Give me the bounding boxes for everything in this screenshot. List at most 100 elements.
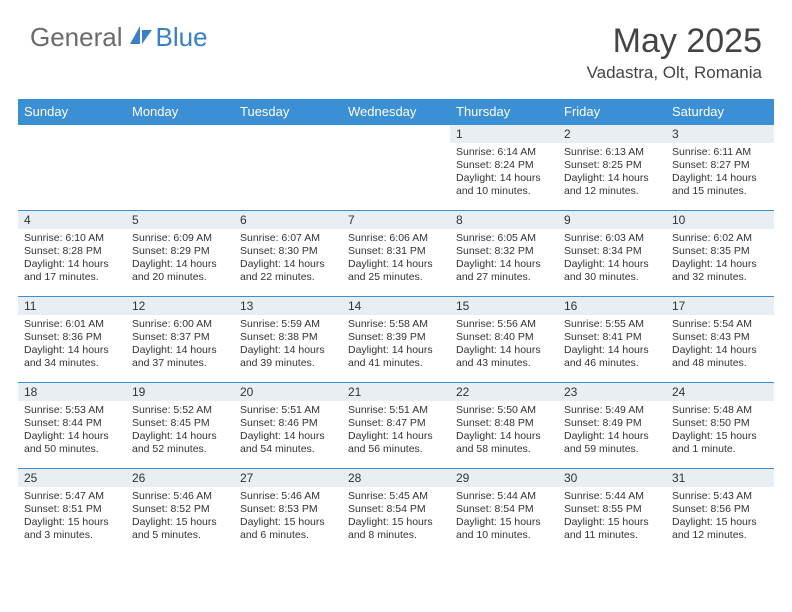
day-number: 27 [234, 469, 342, 487]
day-info: Sunrise: 5:44 AMSunset: 8:55 PMDaylight:… [558, 487, 666, 547]
day-number: 12 [126, 297, 234, 315]
daylight-line: Daylight: 14 hours and 43 minutes. [456, 344, 552, 370]
day-info: Sunrise: 5:49 AMSunset: 8:49 PMDaylight:… [558, 401, 666, 461]
calendar-cell: 29Sunrise: 5:44 AMSunset: 8:54 PMDayligh… [450, 469, 558, 555]
day-number: 20 [234, 383, 342, 401]
weekday-header: Sunday [18, 99, 126, 125]
daylight-line: Daylight: 15 hours and 5 minutes. [132, 516, 228, 542]
day-info: Sunrise: 5:48 AMSunset: 8:50 PMDaylight:… [666, 401, 774, 461]
daylight-line: Daylight: 14 hours and 56 minutes. [348, 430, 444, 456]
daylight-line: Daylight: 14 hours and 50 minutes. [24, 430, 120, 456]
sunset-line: Sunset: 8:39 PM [348, 331, 444, 344]
sunrise-line: Sunrise: 6:11 AM [672, 146, 768, 159]
day-number: 14 [342, 297, 450, 315]
calendar-cell-empty [234, 125, 342, 211]
day-info: Sunrise: 5:47 AMSunset: 8:51 PMDaylight:… [18, 487, 126, 547]
day-number: 17 [666, 297, 774, 315]
page-header: General Blue May 2025 Vadastra, Olt, Rom… [0, 0, 792, 91]
calendar-cell: 17Sunrise: 5:54 AMSunset: 8:43 PMDayligh… [666, 297, 774, 383]
sunrise-line: Sunrise: 5:54 AM [672, 318, 768, 331]
sunrise-line: Sunrise: 5:51 AM [348, 404, 444, 417]
day-number: 25 [18, 469, 126, 487]
sunrise-line: Sunrise: 5:56 AM [456, 318, 552, 331]
weekday-header-row: SundayMondayTuesdayWednesdayThursdayFrid… [18, 99, 774, 125]
weekday-header: Thursday [450, 99, 558, 125]
day-info: Sunrise: 5:43 AMSunset: 8:56 PMDaylight:… [666, 487, 774, 547]
daylight-line: Daylight: 15 hours and 8 minutes. [348, 516, 444, 542]
daylight-line: Daylight: 14 hours and 20 minutes. [132, 258, 228, 284]
calendar-row: 1Sunrise: 6:14 AMSunset: 8:24 PMDaylight… [18, 125, 774, 211]
sunset-line: Sunset: 8:49 PM [564, 417, 660, 430]
sunrise-line: Sunrise: 5:53 AM [24, 404, 120, 417]
calendar-cell-empty [342, 125, 450, 211]
logo: General Blue [30, 22, 208, 53]
day-info: Sunrise: 6:05 AMSunset: 8:32 PMDaylight:… [450, 229, 558, 289]
day-info: Sunrise: 5:46 AMSunset: 8:53 PMDaylight:… [234, 487, 342, 547]
daylight-line: Daylight: 14 hours and 30 minutes. [564, 258, 660, 284]
calendar-cell: 18Sunrise: 5:53 AMSunset: 8:44 PMDayligh… [18, 383, 126, 469]
sunset-line: Sunset: 8:54 PM [348, 503, 444, 516]
calendar-cell: 12 Sunrise: 6:00 AMSunset: 8:37 PMDayligh… [126, 297, 234, 383]
sunset-line: Sunset: 8:38 PM [240, 331, 336, 344]
sunset-line: Sunset: 8:28 PM [24, 245, 120, 258]
day-info: Sunrise: 6:03 AMSunset: 8:34 PMDaylight:… [558, 229, 666, 289]
day-number: 28 [342, 469, 450, 487]
daylight-line: Daylight: 14 hours and 37 minutes. [132, 344, 228, 370]
daylight-line: Daylight: 14 hours and 17 minutes. [24, 258, 120, 284]
sunrise-line: Sunrise: 6:07 AM [240, 232, 336, 245]
sunset-line: Sunset: 8:41 PM [564, 331, 660, 344]
day-info: Sunrise: 5:59 AMSunset: 8:38 PMDaylight:… [234, 315, 342, 375]
calendar-row: 11Sunrise: 6:01 AMSunset: 8:36 PMDayligh… [18, 297, 774, 383]
daylight-line: Daylight: 14 hours and 25 minutes. [348, 258, 444, 284]
day-number: 4 [18, 211, 126, 229]
calendar-cell: 1Sunrise: 6:14 AMSunset: 8:24 PMDaylight… [450, 125, 558, 211]
weekday-header: Friday [558, 99, 666, 125]
month-title: May 2025 [587, 22, 762, 61]
day-number: 8 [450, 211, 558, 229]
calendar-cell: 6Sunrise: 6:07 AMSunset: 8:30 PMDaylight… [234, 211, 342, 297]
sunset-line: Sunset: 8:50 PM [672, 417, 768, 430]
day-info: Sunrise: 6:14 AMSunset: 8:24 PMDaylight:… [450, 143, 558, 203]
calendar-cell: 15Sunrise: 5:56 AMSunset: 8:40 PMDayligh… [450, 297, 558, 383]
day-number: 5 [126, 211, 234, 229]
day-info: Sunrise: 6:07 AMSunset: 8:30 PMDaylight:… [234, 229, 342, 289]
sunset-line: Sunset: 8:56 PM [672, 503, 768, 516]
calendar-cell: 16Sunrise: 5:55 AMSunset: 8:41 PMDayligh… [558, 297, 666, 383]
calendar-cell: 11Sunrise: 6:01 AMSunset: 8:36 PMDayligh… [18, 297, 126, 383]
sunset-line: Sunset: 8:35 PM [672, 245, 768, 258]
sunset-line: Sunset: 8:37 PM [132, 331, 228, 344]
sunrise-line: Sunrise: 6:00 AM [132, 318, 228, 331]
sunrise-line: Sunrise: 5:46 AM [240, 490, 336, 503]
calendar-cell: 14Sunrise: 5:58 AMSunset: 8:39 PMDayligh… [342, 297, 450, 383]
sunrise-line: Sunrise: 5:58 AM [348, 318, 444, 331]
day-info: Sunrise: 5:54 AMSunset: 8:43 PMDaylight:… [666, 315, 774, 375]
daylight-line: Daylight: 14 hours and 12 minutes. [564, 172, 660, 198]
daylight-line: Daylight: 15 hours and 11 minutes. [564, 516, 660, 542]
day-number: 19 [126, 383, 234, 401]
daylight-line: Daylight: 14 hours and 59 minutes. [564, 430, 660, 456]
sunset-line: Sunset: 8:25 PM [564, 159, 660, 172]
day-info: Sunrise: 6:09 AMSunset: 8:29 PMDaylight:… [126, 229, 234, 289]
sunset-line: Sunset: 8:36 PM [24, 331, 120, 344]
calendar-cell: 4Sunrise: 6:10 AMSunset: 8:28 PMDaylight… [18, 211, 126, 297]
sunrise-line: Sunrise: 5:48 AM [672, 404, 768, 417]
sunset-line: Sunset: 8:52 PM [132, 503, 228, 516]
day-info: Sunrise: 5:51 AMSunset: 8:47 PMDaylight:… [342, 401, 450, 461]
weekday-header: Tuesday [234, 99, 342, 125]
logo-sail-icon [128, 24, 154, 51]
day-number: 6 [234, 211, 342, 229]
sunset-line: Sunset: 8:30 PM [240, 245, 336, 258]
sunrise-line: Sunrise: 5:46 AM [132, 490, 228, 503]
day-info: Sunrise: 5:52 AMSunset: 8:45 PMDaylight:… [126, 401, 234, 461]
sunrise-line: Sunrise: 5:51 AM [240, 404, 336, 417]
daylight-line: Daylight: 14 hours and 10 minutes. [456, 172, 552, 198]
sunset-line: Sunset: 8:46 PM [240, 417, 336, 430]
day-number: 24 [666, 383, 774, 401]
calendar-cell: 25Sunrise: 5:47 AMSunset: 8:51 PMDayligh… [18, 469, 126, 555]
sunrise-line: Sunrise: 5:59 AM [240, 318, 336, 331]
daylight-line: Daylight: 14 hours and 52 minutes. [132, 430, 228, 456]
day-number: 21 [342, 383, 450, 401]
sunrise-line: Sunrise: 6:03 AM [564, 232, 660, 245]
day-info: Sunrise: 5:58 AMSunset: 8:39 PMDaylight:… [342, 315, 450, 375]
calendar-cell: 5Sunrise: 6:09 AMSunset: 8:29 PMDaylight… [126, 211, 234, 297]
